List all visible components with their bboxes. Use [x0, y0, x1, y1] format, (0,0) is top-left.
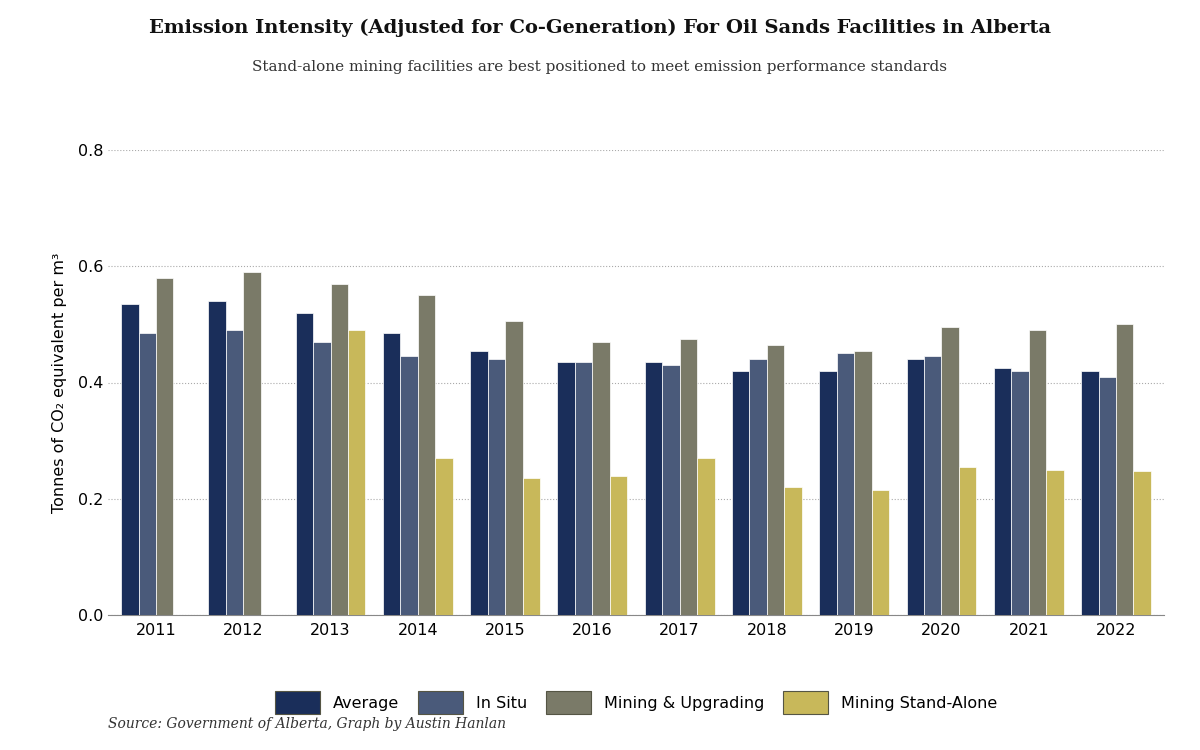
Bar	[522, 478, 540, 615]
Bar	[644, 362, 662, 615]
Y-axis label: Tonnes of CO₂ equivalent per m³: Tonnes of CO₂ equivalent per m³	[52, 252, 66, 513]
Bar	[942, 327, 959, 615]
Bar	[767, 345, 785, 615]
Bar	[959, 466, 977, 615]
Bar	[1046, 470, 1063, 615]
Bar	[1116, 324, 1134, 615]
Bar	[1081, 371, 1098, 615]
Bar	[836, 353, 854, 615]
Bar	[244, 272, 260, 615]
Bar	[558, 362, 575, 615]
Legend: Average, In Situ, Mining & Upgrading, Mining Stand-Alone: Average, In Situ, Mining & Upgrading, Mi…	[268, 683, 1004, 722]
Bar	[750, 359, 767, 615]
Bar	[1012, 371, 1028, 615]
Bar	[732, 371, 750, 615]
Bar	[505, 322, 522, 615]
Bar	[383, 333, 401, 615]
Bar	[295, 313, 313, 615]
Bar	[820, 371, 836, 615]
Bar	[401, 356, 418, 615]
Bar	[1134, 471, 1151, 615]
Bar	[330, 284, 348, 615]
Bar	[1028, 330, 1046, 615]
Bar	[156, 278, 174, 615]
Bar	[593, 342, 610, 615]
Bar	[436, 458, 452, 615]
Bar	[871, 490, 889, 615]
Text: Emission Intensity (Adjusted for Co-Generation) For Oil Sands Facilities in Albe: Emission Intensity (Adjusted for Co-Gene…	[149, 19, 1051, 37]
Text: Stand-alone mining facilities are best positioned to meet emission performance s: Stand-alone mining facilities are best p…	[252, 60, 948, 74]
Bar	[785, 488, 802, 615]
Bar	[610, 476, 628, 615]
Bar	[679, 339, 697, 615]
Bar	[121, 304, 138, 615]
Bar	[924, 356, 942, 615]
Bar	[209, 301, 226, 615]
Bar	[662, 365, 679, 615]
Bar	[313, 342, 330, 615]
Bar	[226, 330, 244, 615]
Bar	[487, 359, 505, 615]
Bar	[906, 359, 924, 615]
Bar	[138, 333, 156, 615]
Bar	[575, 362, 593, 615]
Text: Source: Government of Alberta, Graph by Austin Hanlan: Source: Government of Alberta, Graph by …	[108, 717, 506, 731]
Bar	[418, 296, 436, 615]
Bar	[994, 368, 1012, 615]
Bar	[470, 350, 487, 615]
Bar	[854, 350, 871, 615]
Bar	[697, 458, 714, 615]
Bar	[348, 330, 366, 615]
Bar	[1098, 376, 1116, 615]
